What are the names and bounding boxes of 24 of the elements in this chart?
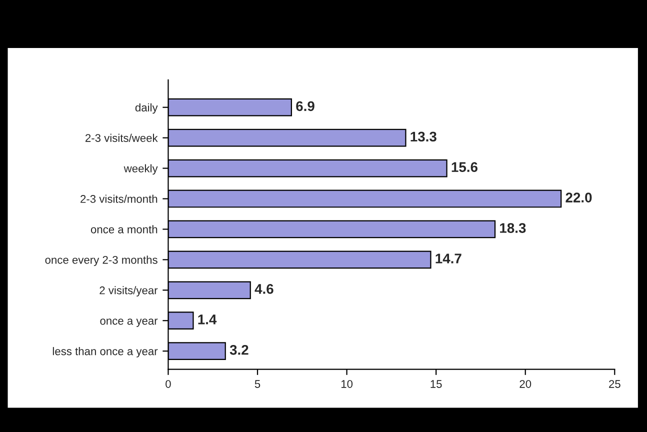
y-tick-label: weekly bbox=[124, 164, 158, 175]
y-tick-label: 2 visits/year bbox=[100, 286, 158, 296]
y-tick-label: 2-3 visits/week bbox=[86, 134, 158, 142]
y-tick-label: once a month bbox=[90, 225, 158, 234]
x-tick-label: 5 bbox=[254, 380, 260, 388]
data-label: 6.9 bbox=[296, 101, 314, 112]
x-tick-label: 20 bbox=[520, 380, 532, 388]
data-label: 3.2 bbox=[230, 344, 248, 355]
data-label: 13.3 bbox=[410, 132, 436, 142]
data-label: 4.6 bbox=[254, 284, 274, 294]
data-label: 15.6 bbox=[452, 162, 478, 172]
data-label: 1.4 bbox=[198, 314, 217, 324]
y-tick-label: once a year bbox=[100, 318, 158, 327]
x-tick-label: 10 bbox=[341, 380, 353, 388]
data-label: 14.7 bbox=[436, 254, 462, 264]
y-tick-label: daily bbox=[135, 103, 158, 114]
y-tick-label: less than once a year bbox=[52, 347, 158, 358]
x-tick-label: 15 bbox=[430, 380, 442, 388]
x-tick-label: 25 bbox=[609, 380, 620, 388]
x-tick-label: 0 bbox=[166, 380, 171, 388]
y-tick-label: once every 2-3 months bbox=[45, 256, 158, 266]
data-label: 22.0 bbox=[566, 192, 592, 202]
data-label: 18.3 bbox=[500, 223, 526, 233]
y-tick-label: 2-3 visits/month bbox=[80, 194, 158, 203]
